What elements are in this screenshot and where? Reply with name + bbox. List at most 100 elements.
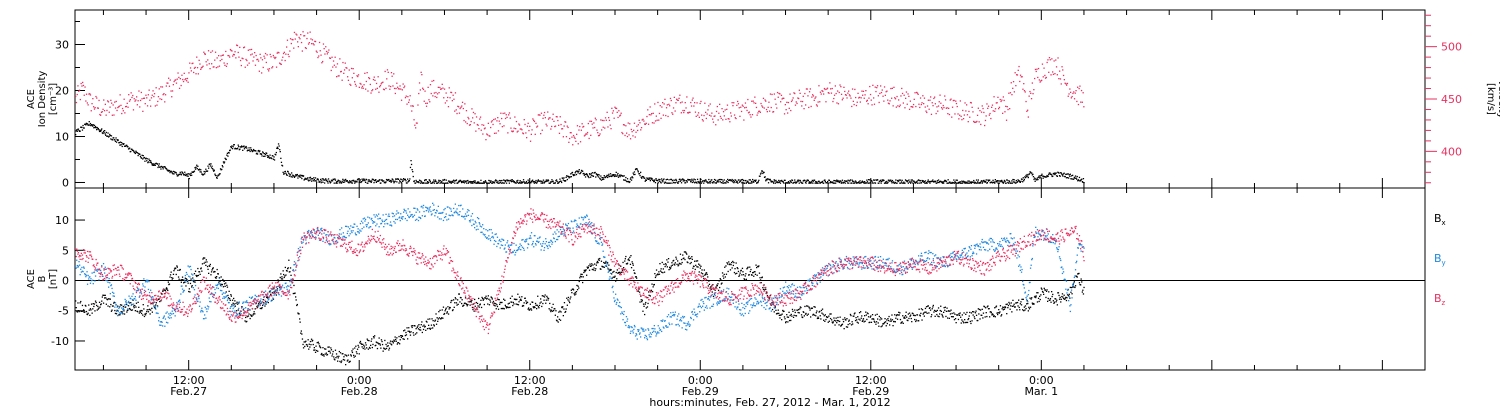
velocity-series-point [553, 120, 555, 122]
velocity-series-point [402, 83, 404, 85]
by-series-point [103, 268, 105, 270]
bx-series-point [166, 288, 168, 290]
bx-series-point [1046, 289, 1048, 291]
velocity-series-point [433, 79, 435, 82]
bx-series-point [970, 322, 972, 325]
density-series-point [240, 146, 242, 148]
velocity-series-point [955, 102, 958, 105]
density-series-point [204, 171, 206, 173]
by-series-point [110, 285, 112, 287]
bx-series-point [749, 270, 751, 273]
density-series-point [102, 130, 105, 132]
bx-series-point [966, 311, 968, 314]
density-series-point [738, 179, 740, 181]
bx-series-point [184, 277, 186, 279]
velocity-series-point [1033, 89, 1035, 91]
velocity-series-point [535, 122, 537, 124]
density-series-point [131, 148, 133, 150]
bx-series-point [173, 268, 176, 270]
density-series-point [533, 182, 535, 184]
bx-series-point [570, 296, 572, 298]
density-series-point [1020, 180, 1022, 182]
velocity-series-point [761, 105, 763, 107]
density-series-point [981, 182, 983, 184]
density-series-point [588, 176, 590, 179]
bx-series-point [810, 316, 812, 318]
bx-series-point [690, 261, 692, 264]
density-series-point [213, 169, 215, 171]
velocity-series-point [193, 67, 196, 69]
velocity-series-point [721, 108, 723, 110]
density-series-point [928, 180, 931, 183]
velocity-series-point [606, 111, 608, 113]
density-series-point [1007, 182, 1010, 184]
velocity-series-point [815, 96, 817, 98]
velocity-series-point [527, 122, 529, 124]
bx-series-point [629, 256, 631, 258]
velocity-series-point [175, 82, 178, 84]
bx-series-point [1047, 297, 1049, 300]
velocity-series-point [264, 57, 266, 59]
bx-series-point [450, 301, 452, 304]
density-series-point [571, 171, 574, 174]
bx-series-point [666, 259, 668, 261]
bx-series-point [784, 318, 786, 320]
bx-series-point [466, 303, 468, 306]
bx-series-point [396, 337, 398, 339]
velocity-series-point [831, 87, 833, 90]
bx-series-point [570, 289, 572, 291]
bx-series-point [795, 315, 798, 317]
bx-series-point [639, 301, 641, 303]
density-series-point [668, 179, 670, 181]
density-series-point [896, 182, 898, 184]
velocity-series-point [613, 117, 615, 119]
by-series-point [126, 304, 128, 306]
bx-series-point [237, 309, 239, 311]
velocity-series-point [643, 120, 645, 122]
density-series-point [675, 179, 678, 182]
density-series-point [968, 182, 970, 184]
density-series-point [367, 182, 369, 184]
bx-series-point [934, 315, 936, 317]
density-series-point [227, 155, 229, 157]
bx-series-point [586, 274, 588, 276]
density-series-point [583, 172, 585, 175]
density-series-point [633, 171, 636, 173]
density-series-point [1066, 173, 1068, 175]
density-series-point [199, 171, 201, 173]
density-series-point [252, 150, 254, 152]
velocity-series-point [769, 93, 772, 95]
bx-series-point [542, 302, 544, 305]
density-series-point [348, 182, 350, 184]
velocity-series-point [866, 99, 868, 101]
bx-series-point [567, 296, 570, 299]
bx-series-point [806, 305, 808, 307]
bx-series-point [979, 318, 981, 320]
bx-series-point [576, 289, 579, 291]
bx-series-point [471, 299, 473, 302]
bx-series-point [727, 263, 729, 265]
velocity-series-point [662, 102, 664, 104]
velocity-series-point [219, 60, 221, 62]
bx-series-point [379, 343, 381, 345]
bx-series-point [635, 276, 637, 278]
density-series-point [1033, 178, 1035, 181]
bx-series-point [312, 343, 314, 346]
bx-series-point [342, 353, 344, 355]
velocity-series-point [463, 119, 465, 122]
density-series-point [249, 150, 251, 153]
bx-series-point [629, 263, 632, 265]
bx-series-point [1020, 304, 1023, 306]
density-series-point [81, 129, 84, 131]
velocity-series-point [1024, 91, 1026, 93]
velocity-series-point [879, 92, 881, 95]
velocity-series-point [731, 102, 733, 104]
bx-series-point [589, 263, 591, 265]
bx-series-point [874, 321, 876, 323]
bx-series-point [683, 257, 685, 259]
velocity-series-point [176, 78, 178, 80]
bx-series-point [101, 300, 103, 302]
bx-series-point [827, 321, 829, 323]
bx-series-point [210, 271, 213, 273]
